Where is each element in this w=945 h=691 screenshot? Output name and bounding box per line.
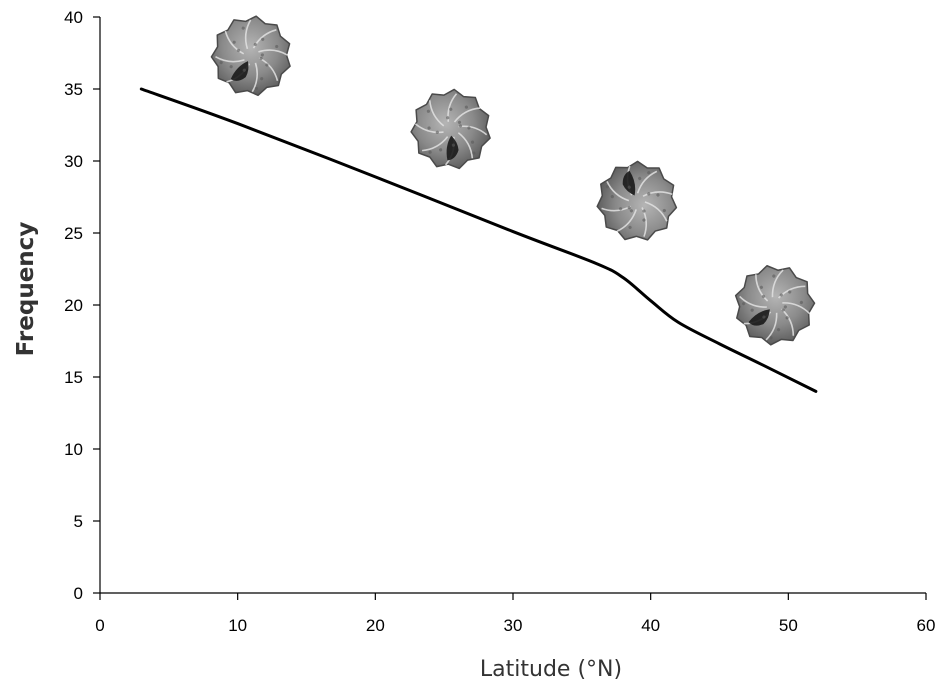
- y-tick-label: 25: [64, 224, 83, 243]
- x-tick-label: 20: [366, 616, 385, 635]
- y-tick-label: 5: [74, 512, 83, 531]
- x-tick-label: 60: [917, 616, 936, 635]
- foraminifera-shell-icon: [210, 15, 291, 97]
- x-axis-title: Latitude (°N): [480, 657, 622, 682]
- series-line: [139, 87, 818, 393]
- x-tick-label: 10: [228, 616, 247, 635]
- foraminifera-shell-icon: [596, 160, 678, 241]
- y-tick-label: 30: [64, 152, 83, 171]
- x-tick-label: 30: [504, 616, 523, 635]
- x-tick-label: 50: [779, 616, 798, 635]
- y-tick-label: 10: [64, 440, 83, 459]
- y-tick-label: 15: [64, 368, 83, 387]
- y-axis-title: Frequency: [13, 222, 39, 357]
- x-tick-label: 40: [641, 616, 660, 635]
- y-tick-label: 40: [64, 8, 83, 27]
- y-tick-label: 35: [64, 80, 83, 99]
- shell-icons: [210, 15, 816, 346]
- y-tick-label: 0: [74, 584, 83, 603]
- y-ticks: 0 5 10 15 20 25 30 35 40: [64, 8, 100, 603]
- x-tick-label: 0: [95, 616, 104, 635]
- foraminifera-shell-icon: [734, 264, 816, 346]
- foraminifera-shell-icon: [410, 88, 491, 170]
- y-tick-label: 20: [64, 296, 83, 315]
- x-ticks: 0 10 20 30 40 50 60: [95, 593, 935, 635]
